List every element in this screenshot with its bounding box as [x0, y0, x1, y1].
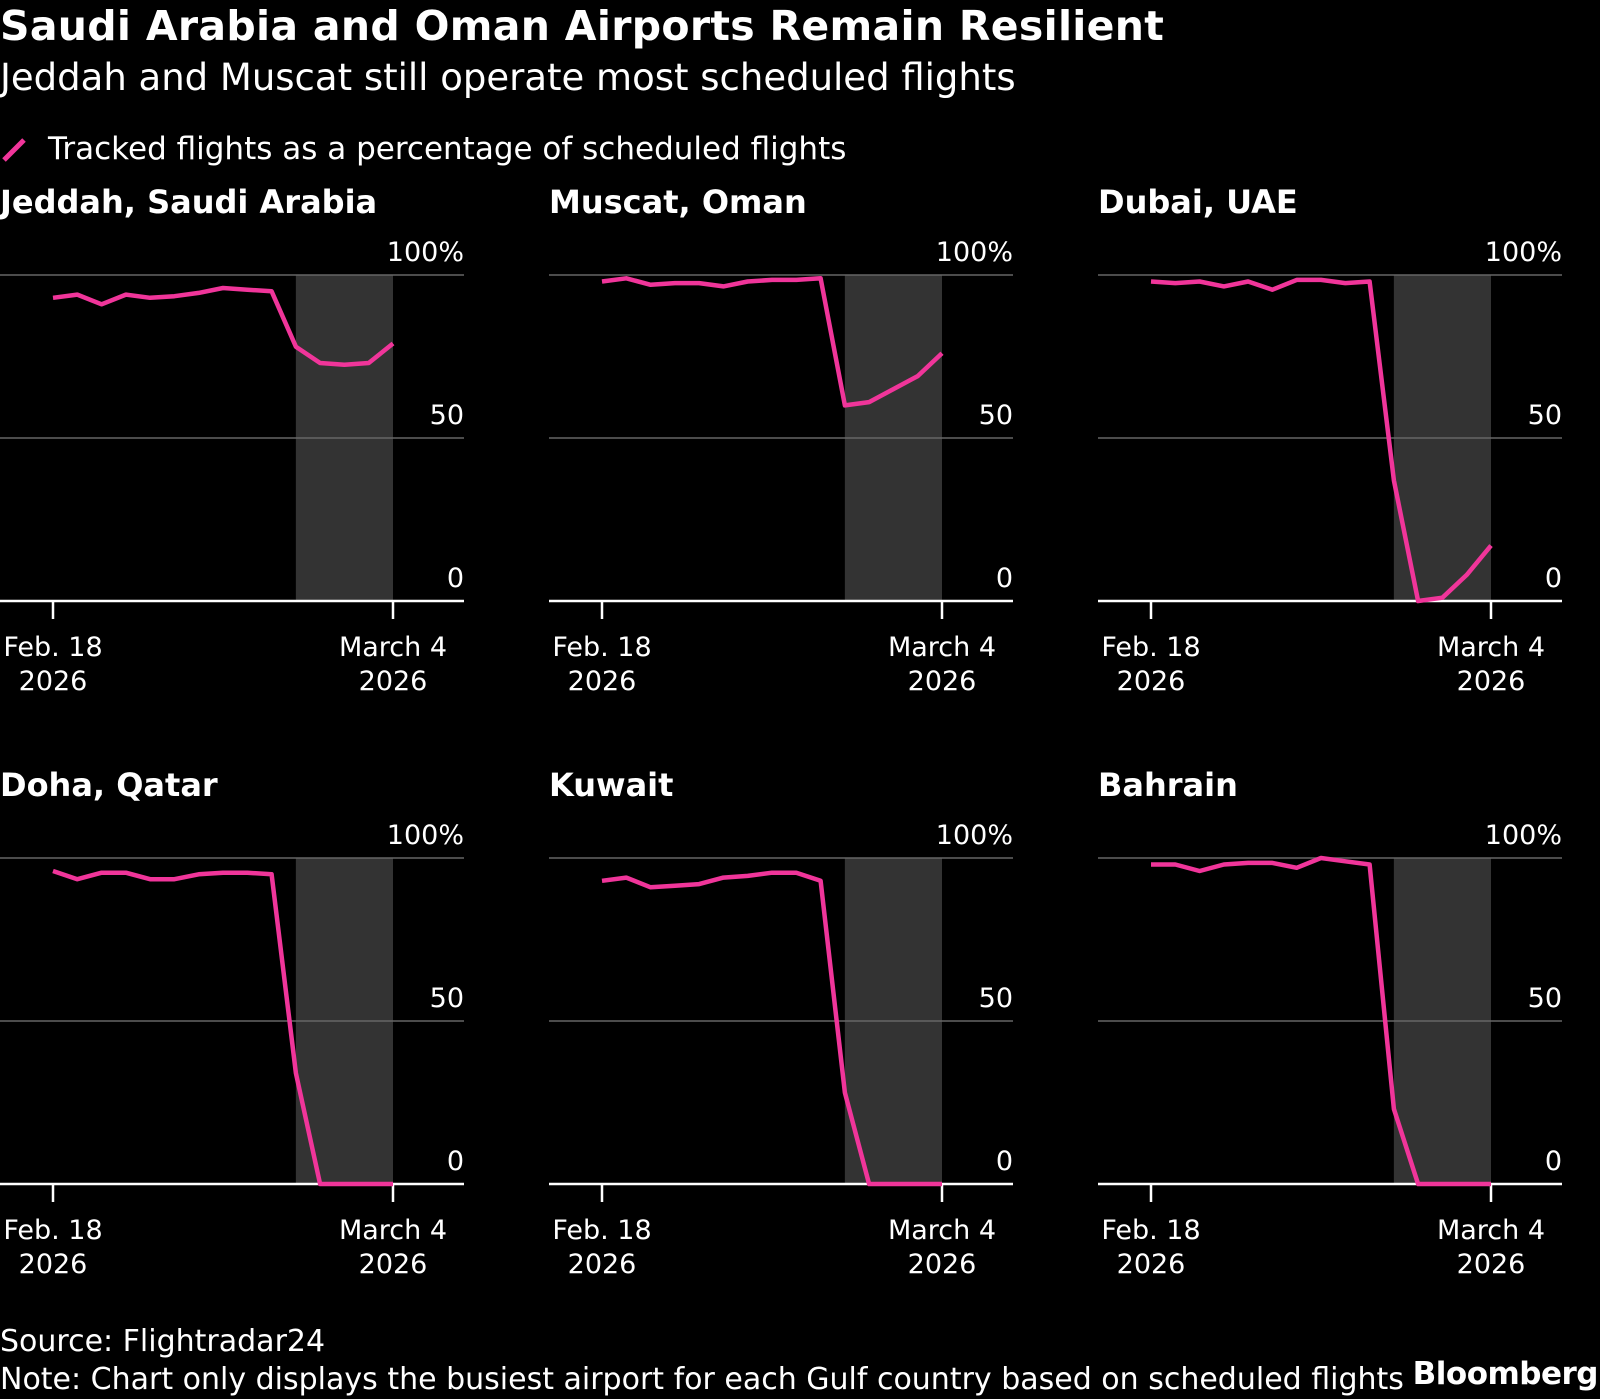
x-tick-label-year: 2026 — [19, 1249, 88, 1280]
y-tick-label: 50 — [979, 983, 1013, 1014]
x-tick-label-year: 2026 — [1457, 1249, 1526, 1280]
y-tick-label: 100% — [1485, 820, 1562, 851]
chart-title: Saudi Arabia and Oman Airports Remain Re… — [0, 2, 1165, 50]
x-tick-label-year: 2026 — [908, 666, 977, 697]
x-tick-label-year: 2026 — [568, 666, 637, 697]
chart-subtitle: Jeddah and Muscat still operate most sch… — [0, 56, 1016, 99]
source-note: Source: Flightradar24 — [0, 1324, 326, 1359]
y-tick-label: 0 — [996, 1146, 1013, 1177]
y-tick-label: 0 — [1545, 1146, 1562, 1177]
y-tick-label: 50 — [1528, 400, 1562, 431]
y-tick-label: 100% — [936, 820, 1013, 851]
series-line — [52, 285, 395, 367]
x-tick-label: Feb. 18 — [1101, 632, 1200, 663]
panel-title: Muscat, Oman — [549, 183, 807, 221]
series-line — [1150, 277, 1493, 604]
x-tick-label-year: 2026 — [1117, 666, 1186, 697]
x-tick-label: Feb. 18 — [552, 632, 651, 663]
x-tick-label: March 4 — [1437, 1215, 1545, 1246]
y-tick-label: 50 — [1528, 983, 1562, 1014]
x-tick-label: March 4 — [1437, 632, 1545, 663]
x-tick-label-year: 2026 — [908, 1249, 977, 1280]
y-tick-label: 100% — [936, 237, 1013, 268]
x-tick-label-year: 2026 — [1457, 666, 1526, 697]
x-tick-label: March 4 — [888, 632, 996, 663]
x-tick-label-year: 2026 — [1117, 1249, 1186, 1280]
x-tick-label-year: 2026 — [359, 666, 428, 697]
series-line — [601, 870, 942, 1187]
legend-label: Tracked flights as a percentage of sched… — [48, 131, 847, 167]
x-tick-label-year: 2026 — [19, 666, 88, 697]
panel-title: Dubai, UAE — [1098, 183, 1298, 221]
panel-title: Doha, Qatar — [0, 766, 218, 804]
x-tick-label: Feb. 18 — [1101, 1215, 1200, 1246]
series-line — [52, 868, 393, 1187]
footnote: Note: Chart only displays the busiest ai… — [0, 1362, 1404, 1397]
y-tick-label: 0 — [447, 563, 464, 594]
legend: Tracked flights as a percentage of sched… — [0, 131, 846, 167]
bloomberg-logo: Bloomberg — [1412, 1356, 1599, 1392]
panel-title: Jeddah, Saudi Arabia — [0, 183, 378, 221]
x-tick-label-year: 2026 — [568, 1249, 637, 1280]
y-tick-label: 50 — [979, 400, 1013, 431]
y-tick-label: 50 — [430, 983, 464, 1014]
x-tick-label: March 4 — [339, 632, 447, 663]
y-tick-label: 0 — [1545, 563, 1562, 594]
legend-line-swatch — [2, 138, 26, 162]
y-tick-label: 0 — [447, 1146, 464, 1177]
y-tick-label: 0 — [996, 563, 1013, 594]
panel-title: Bahrain — [1098, 766, 1238, 804]
y-tick-label: 50 — [430, 400, 464, 431]
series-line — [601, 276, 944, 408]
series-line — [1151, 855, 1491, 1187]
y-tick-label: 100% — [1485, 237, 1562, 268]
y-tick-label: 100% — [387, 237, 464, 268]
y-tick-label: 100% — [387, 820, 464, 851]
x-tick-label: Feb. 18 — [3, 1215, 102, 1246]
x-tick-label: Feb. 18 — [552, 1215, 651, 1246]
x-tick-label: Feb. 18 — [3, 632, 102, 663]
x-tick-label-year: 2026 — [359, 1249, 428, 1280]
panel-title: Kuwait — [549, 766, 674, 804]
x-tick-label: March 4 — [339, 1215, 447, 1246]
x-tick-label: March 4 — [888, 1215, 996, 1246]
